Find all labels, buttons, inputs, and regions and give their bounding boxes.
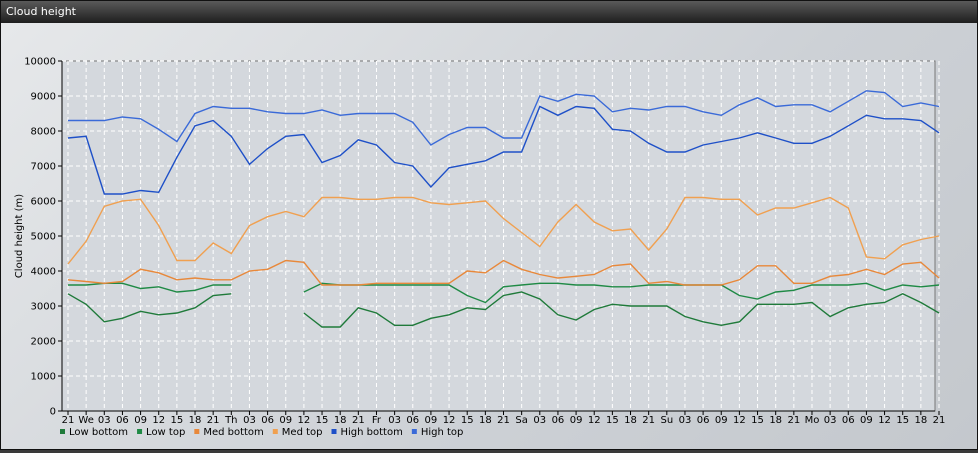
legend-label: Med top [282, 427, 323, 438]
series-line [67, 196, 940, 265]
legend-swatch [272, 429, 278, 434]
legend-item: Low bottom [60, 427, 128, 438]
x-tick-label: 18 [334, 415, 347, 426]
legend-label: Low top [146, 427, 185, 438]
x-tick-label: 03 [98, 415, 111, 426]
y-tick-label: 2000 [31, 337, 56, 348]
x-tick-label: 09 [279, 415, 292, 426]
x-tick-label: 12 [152, 415, 165, 426]
x-tick-label: 06 [406, 415, 419, 426]
y-tick-label: 8000 [31, 127, 56, 138]
chart-panel: 0 1000 2000 3000 4000 5000 6000 7000 8000 9000 100… [1, 23, 977, 449]
x-tick-label: 12 [588, 415, 601, 426]
legend-label: High top [421, 427, 464, 438]
y-tick-label: 4000 [31, 267, 56, 278]
legend-swatch [194, 429, 200, 434]
series-line [303, 291, 940, 328]
x-tick-label: 18 [479, 415, 492, 426]
x-tick-label: Su [660, 415, 673, 426]
legend-item: Med bottom [194, 427, 264, 438]
x-tick-label: 09 [860, 415, 873, 426]
x-tick-label: 03 [533, 415, 546, 426]
x-tick-label: 03 [243, 415, 256, 426]
legend-swatch [411, 429, 417, 434]
x-tick-label: 18 [914, 415, 927, 426]
y-tick-label: 0 [50, 407, 56, 418]
x-tick-label: 06 [697, 415, 710, 426]
x-tick-label: 06 [842, 415, 855, 426]
legend-swatch [137, 429, 143, 434]
legend-item: Med top [272, 427, 323, 438]
y-tick-label: 9000 [31, 92, 56, 103]
y-axis-label: Cloud height (m) [14, 194, 25, 278]
x-tick-label: 18 [769, 415, 782, 426]
series-med-top [67, 196, 940, 265]
legend-label: Med bottom [203, 427, 263, 438]
x-tick-label: 09 [715, 415, 728, 426]
series-line [67, 259, 940, 286]
legend-item: High top [411, 427, 464, 438]
y-tick-label: 3000 [31, 302, 56, 313]
legend-item: Low top [137, 427, 185, 438]
x-tick-label: 15 [751, 415, 764, 426]
series-line [68, 90, 940, 146]
x-tick-label: 12 [298, 415, 311, 426]
series-line [68, 282, 232, 293]
x-tick-label: 15 [606, 415, 619, 426]
window-title: Cloud height [1, 1, 977, 23]
x-tick-label: 21 [642, 415, 655, 426]
y-tick-label: 10000 [24, 57, 56, 68]
series-low-bottom [67, 291, 940, 328]
series-line [67, 293, 232, 323]
x-tick-label: 03 [388, 415, 401, 426]
x-tick-label: Sa [515, 415, 527, 426]
x-tick-label: 12 [878, 415, 891, 426]
legend-label: Low bottom [69, 427, 128, 438]
x-tick-label: 15 [316, 415, 329, 426]
x-tick-label: Mo [805, 415, 820, 426]
y-tick-label: 5000 [31, 232, 56, 243]
x-tick-label: 18 [624, 415, 637, 426]
series-line [303, 282, 940, 304]
cloud-height-chart: 0 1000 2000 3000 4000 5000 6000 7000 8000 9000 100… [14, 57, 946, 439]
x-tick-label: Th [224, 415, 237, 426]
series-line [67, 105, 940, 195]
x-tick-label: 03 [824, 415, 837, 426]
series-med-bottom [67, 259, 940, 286]
x-tick-label: 21 [352, 415, 365, 426]
x-tick-label: 21 [207, 415, 220, 426]
x-tick-label: 09 [570, 415, 583, 426]
y-tick-label: 1000 [31, 372, 56, 383]
x-tick-label: We [78, 415, 93, 426]
x-tick-label: 06 [552, 415, 565, 426]
x-tick-label: 15 [171, 415, 184, 426]
legend-swatch [60, 429, 65, 434]
x-tick-label: 03 [679, 415, 692, 426]
x-tick-label: 06 [261, 415, 274, 426]
x-tick-label: 21 [497, 415, 510, 426]
x-tick-label: Fr [372, 415, 382, 426]
x-tick-label: 21 [933, 415, 946, 426]
x-tick-label: 09 [425, 415, 438, 426]
series-high-bottom [67, 105, 940, 195]
x-tick-label: 21 [787, 415, 800, 426]
legend-label: High bottom [341, 427, 403, 438]
y-tick-label: 7000 [31, 162, 56, 173]
legend-item: High bottom [331, 427, 403, 438]
y-tick-label: 6000 [31, 197, 56, 208]
series-high-top [68, 90, 940, 146]
x-tick-label: 15 [896, 415, 909, 426]
series-low-top [68, 282, 940, 304]
x-tick-label: 21 [62, 415, 75, 426]
x-tick-label: 12 [443, 415, 456, 426]
legend-swatch [331, 429, 337, 434]
x-tick-label: 06 [116, 415, 129, 426]
x-tick-label: 15 [461, 415, 474, 426]
x-tick-label: 18 [189, 415, 202, 426]
x-tick-label: 09 [134, 415, 147, 426]
x-tick-label: 12 [733, 415, 746, 426]
